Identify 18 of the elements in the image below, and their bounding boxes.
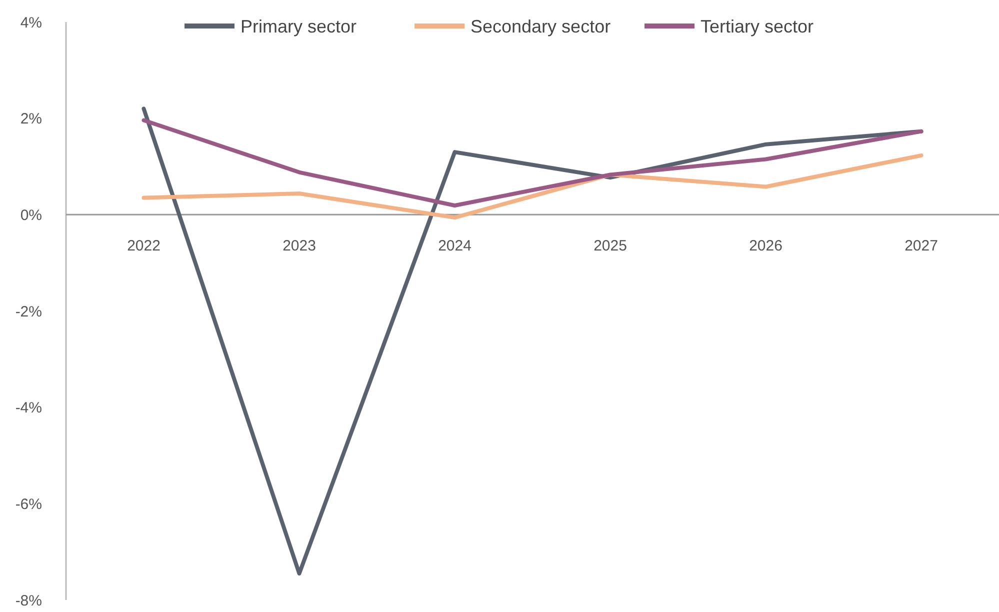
line-series xyxy=(142,153,924,220)
y-tick-label: 0% xyxy=(20,206,42,224)
x-tick-label: 2027 xyxy=(904,238,938,255)
x-tick-label: 2026 xyxy=(749,238,782,255)
y-tick-label: -6% xyxy=(15,496,42,513)
x-tick-label: 2023 xyxy=(282,238,316,255)
x-tick-label: 2022 xyxy=(127,238,160,255)
x-tick-label: 2024 xyxy=(438,238,472,255)
line-series xyxy=(142,118,924,208)
y-tick-label: -2% xyxy=(15,303,42,320)
legend-label: Tertiary sector xyxy=(700,16,814,36)
y-tick-label: 2% xyxy=(20,110,42,128)
y-tick-label: 4% xyxy=(20,14,42,32)
legend-label: Secondary sector xyxy=(470,16,611,36)
y-tick-label: -4% xyxy=(15,400,42,417)
y-tick-label: -8% xyxy=(15,592,42,610)
x-tick-label: 2025 xyxy=(594,238,627,255)
legend-label: Primary sector xyxy=(240,16,357,36)
